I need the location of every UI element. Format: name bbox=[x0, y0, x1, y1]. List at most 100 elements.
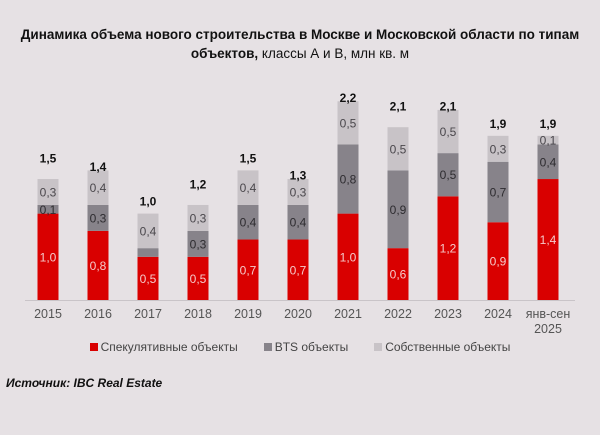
bar-segment-bts-3 bbox=[187, 230, 209, 257]
bar-segment-bts-10 bbox=[537, 144, 559, 180]
bar-segment-bts-6 bbox=[337, 144, 359, 214]
data-label-own-6: 0,5 bbox=[340, 116, 357, 130]
total-label-5: 1,3 bbox=[290, 169, 307, 183]
x-tick-label-0: 2015 bbox=[34, 307, 62, 321]
chart-title-line1: Динамика объема нового строительства в М… bbox=[20, 27, 580, 42]
x-tick-label-10-line2: 2025 bbox=[534, 322, 562, 335]
legend-swatch-bts bbox=[263, 343, 272, 351]
bar-segment-own-4 bbox=[237, 170, 259, 205]
data-label-bts-1: 0,3 bbox=[90, 211, 107, 225]
bar-segment-speculative-10 bbox=[537, 179, 559, 300]
legend-swatch-own bbox=[374, 343, 383, 351]
bar-segment-bts-4 bbox=[237, 204, 259, 240]
legend-item-own: Собственные объекты bbox=[374, 340, 510, 354]
chart-title-line2: объектов, классы А и В, млн кв. м bbox=[0, 44, 600, 63]
data-label-speculative-0: 1,0 bbox=[40, 250, 57, 264]
data-label-speculative-10: 1,4 bbox=[540, 233, 557, 247]
bar-segment-bts-7 bbox=[387, 170, 409, 249]
legend-label-own: Собственные объекты bbox=[385, 340, 511, 354]
bar-segment-own-1 bbox=[87, 170, 109, 205]
total-label-6: 2,2 bbox=[340, 91, 357, 105]
x-tick-label-4: 2019 bbox=[234, 307, 262, 321]
total-label-3: 1,2 bbox=[190, 177, 207, 191]
data-label-own-2: 0,4 bbox=[140, 224, 157, 238]
bar-segment-speculative-5 bbox=[287, 239, 309, 300]
bar-segment-own-0 bbox=[37, 179, 59, 205]
total-label-2: 1,0 bbox=[140, 195, 157, 209]
bar-segment-bts-8 bbox=[437, 153, 459, 197]
data-label-own-7: 0,5 bbox=[390, 142, 407, 156]
legend: Спекулятивные объекты BTS объекты Собств… bbox=[0, 340, 600, 354]
data-label-speculative-7: 0,6 bbox=[390, 268, 407, 282]
bar-segment-speculative-6 bbox=[337, 213, 359, 300]
bar-segment-bts-5 bbox=[287, 204, 309, 240]
total-label-0: 1,5 bbox=[40, 151, 57, 165]
total-label-10: 1,9 bbox=[540, 117, 557, 131]
x-tick-label-7: 2022 bbox=[384, 307, 412, 321]
data-label-own-5: 0,3 bbox=[290, 186, 307, 200]
total-label-8: 2,1 bbox=[440, 100, 457, 114]
data-label-own-1: 0,4 bbox=[90, 181, 107, 195]
bar-segment-speculative-0 bbox=[37, 213, 59, 300]
chart-title: Динамика объема нового строительства в М… bbox=[0, 25, 600, 63]
bar-segment-own-7 bbox=[387, 127, 409, 171]
total-label-1: 1,4 bbox=[90, 160, 107, 174]
x-tick-label-9: 2024 bbox=[484, 307, 512, 321]
legend-label-speculative: Спекулятивные объекты bbox=[100, 340, 238, 354]
bar-segment-own-5 bbox=[287, 179, 309, 205]
data-label-bts-6: 0,8 bbox=[340, 173, 357, 187]
data-label-speculative-8: 1,2 bbox=[440, 242, 457, 256]
x-tick-label-10: янв-сен bbox=[526, 307, 571, 321]
data-label-speculative-5: 0,7 bbox=[290, 263, 307, 277]
data-label-bts-9: 0,7 bbox=[490, 186, 507, 200]
data-label-bts-4: 0,4 bbox=[240, 216, 257, 230]
bar-segment-bts-9 bbox=[487, 161, 509, 223]
bar-segment-own-3 bbox=[187, 204, 209, 231]
stacked-bar-chart: 1,0 0,1 0,3 1,5 2015 0,8 0,3 0,4 1,4 2016 0,5 0,4 1,… bbox=[25, 91, 575, 335]
x-tick-label-2: 2017 bbox=[134, 307, 162, 321]
data-label-bts-0: 0,1 bbox=[40, 203, 57, 217]
bar-segment-speculative-2 bbox=[137, 256, 159, 300]
bar-segment-own-6 bbox=[337, 101, 359, 145]
source-note: Источник: IBC Real Estate bbox=[6, 376, 163, 390]
x-tick-label-5: 2020 bbox=[284, 307, 312, 321]
bar-segment-own-10 bbox=[537, 135, 559, 145]
bar-segment-own-8 bbox=[437, 109, 459, 154]
x-tick-label-6: 2021 bbox=[334, 307, 362, 321]
total-label-7: 2,1 bbox=[390, 100, 407, 114]
data-label-speculative-4: 0,7 bbox=[240, 263, 257, 277]
total-label-9: 1,9 bbox=[490, 117, 507, 131]
data-label-own-4: 0,4 bbox=[240, 181, 257, 195]
legend-label-bts: BTS объекты bbox=[274, 340, 349, 354]
data-label-bts-3: 0,3 bbox=[190, 237, 207, 251]
x-tick-label-1: 2016 bbox=[84, 307, 112, 321]
data-label-speculative-9: 0,9 bbox=[490, 255, 507, 269]
bar-segment-speculative-3 bbox=[187, 256, 209, 300]
total-label-4: 1,5 bbox=[240, 151, 257, 165]
legend-item-bts: BTS объекты bbox=[263, 340, 349, 354]
bar-segment-own-2 bbox=[137, 213, 159, 249]
bar-segment-bts-0 bbox=[37, 204, 59, 214]
data-label-speculative-2: 0,5 bbox=[140, 272, 157, 286]
title-light-part: классы А и В, млн кв. м bbox=[258, 46, 410, 61]
bar-segment-speculative-8 bbox=[437, 196, 459, 300]
data-label-bts-7: 0,9 bbox=[390, 203, 407, 217]
bar-segment-speculative-9 bbox=[487, 222, 509, 300]
bar-segment-speculative-4 bbox=[237, 239, 259, 300]
data-label-own-3: 0,3 bbox=[190, 211, 207, 225]
data-label-own-0: 0,3 bbox=[40, 186, 57, 200]
data-label-own-10: 0,1 bbox=[540, 134, 557, 148]
data-label-bts-5: 0,4 bbox=[290, 216, 307, 230]
title-bold-part: объектов, bbox=[190, 46, 259, 61]
x-tick-label-3: 2018 bbox=[184, 307, 212, 321]
bar-segment-speculative-1 bbox=[87, 230, 109, 300]
data-label-speculative-6: 1,0 bbox=[340, 250, 357, 264]
bar-segment-bts-1 bbox=[87, 204, 109, 231]
bar-segment-speculative-7 bbox=[387, 248, 409, 300]
legend-swatch-speculative bbox=[89, 343, 98, 351]
x-tick-label-8: 2023 bbox=[434, 307, 462, 321]
data-label-speculative-1: 0,8 bbox=[90, 259, 107, 273]
legend-item-speculative: Спекулятивные объекты bbox=[89, 340, 238, 354]
data-label-bts-10: 0,4 bbox=[540, 155, 557, 169]
data-label-own-9: 0,3 bbox=[490, 142, 507, 156]
